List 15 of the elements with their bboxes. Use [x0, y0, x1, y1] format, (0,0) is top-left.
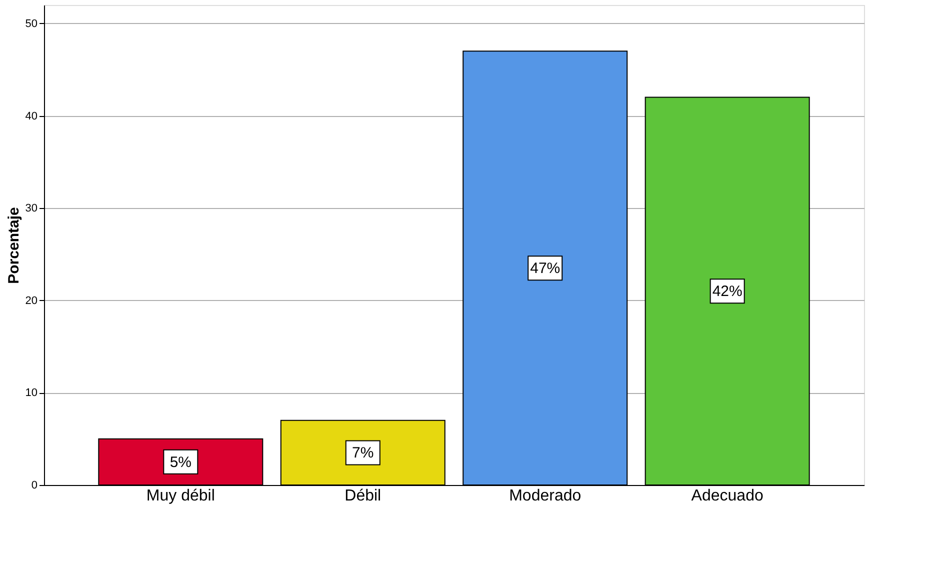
x-tick-label: Muy débil	[146, 488, 215, 504]
y-tick-label: 50	[25, 18, 38, 30]
y-tick-label: 30	[25, 202, 38, 215]
data-label: 5%	[170, 454, 192, 471]
y-tick-label: 40	[25, 110, 38, 122]
y-tick-label: 20	[25, 294, 38, 307]
y-tick-label: 0	[31, 480, 38, 492]
x-tick-label: Adecuado	[691, 488, 764, 504]
x-tick-label: Moderado	[509, 488, 582, 504]
data-label: 7%	[352, 444, 374, 462]
data-label: 42%	[712, 283, 742, 300]
y-axis-title: Porcentaje	[5, 207, 22, 284]
data-label: 47%	[530, 260, 560, 278]
x-tick-label: Débil	[344, 488, 382, 504]
y-tick-label: 10	[25, 387, 38, 400]
